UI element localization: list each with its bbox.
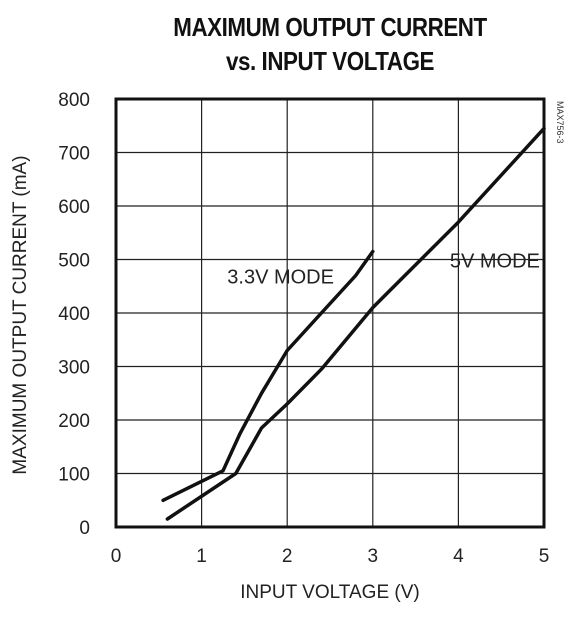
- series-label-5v: 5V MODE: [450, 251, 540, 273]
- y-tick-label: 400: [58, 304, 90, 325]
- y-tick-label: 600: [58, 197, 90, 218]
- y-tick-label: 0: [79, 518, 90, 539]
- x-tick-label: 1: [196, 546, 207, 567]
- y-tick-label: 100: [58, 465, 90, 486]
- x-tick-label: 5: [539, 546, 550, 567]
- x-tick-label: 3: [368, 546, 379, 567]
- grid-lines: [115, 98, 545, 528]
- figure-code: MAX756-3: [555, 101, 565, 144]
- series-label-3v3: 3.3V MODE: [227, 267, 334, 289]
- x-axis-label: INPUT VOLTAGE (V): [240, 582, 419, 603]
- series-line-3v3: [161, 249, 375, 503]
- series-lines: [161, 126, 546, 521]
- chart-title-line2: vs. INPUT VOLTAGE: [225, 46, 435, 76]
- x-tick-label: 0: [111, 546, 122, 567]
- series-line-5v: [165, 126, 546, 521]
- y-tick-label: 700: [58, 144, 90, 165]
- x-tick-label: 4: [453, 546, 464, 567]
- tick-labels: 0 1 2 3 4 5 0 100 200 300 400 500 600 700 800: [58, 90, 549, 567]
- y-tick-label: 300: [58, 358, 90, 379]
- x-tick-label: 2: [282, 546, 293, 567]
- y-tick-label: 500: [58, 251, 90, 272]
- y-tick-label: 800: [58, 90, 90, 111]
- chart-title-line1: MAXIMUM OUTPUT CURRENT: [173, 12, 487, 42]
- plot-frame: [114, 97, 546, 529]
- y-axis-label: MAXIMUM OUTPUT CURRENT (mA): [10, 155, 31, 474]
- y-tick-label: 200: [58, 411, 90, 432]
